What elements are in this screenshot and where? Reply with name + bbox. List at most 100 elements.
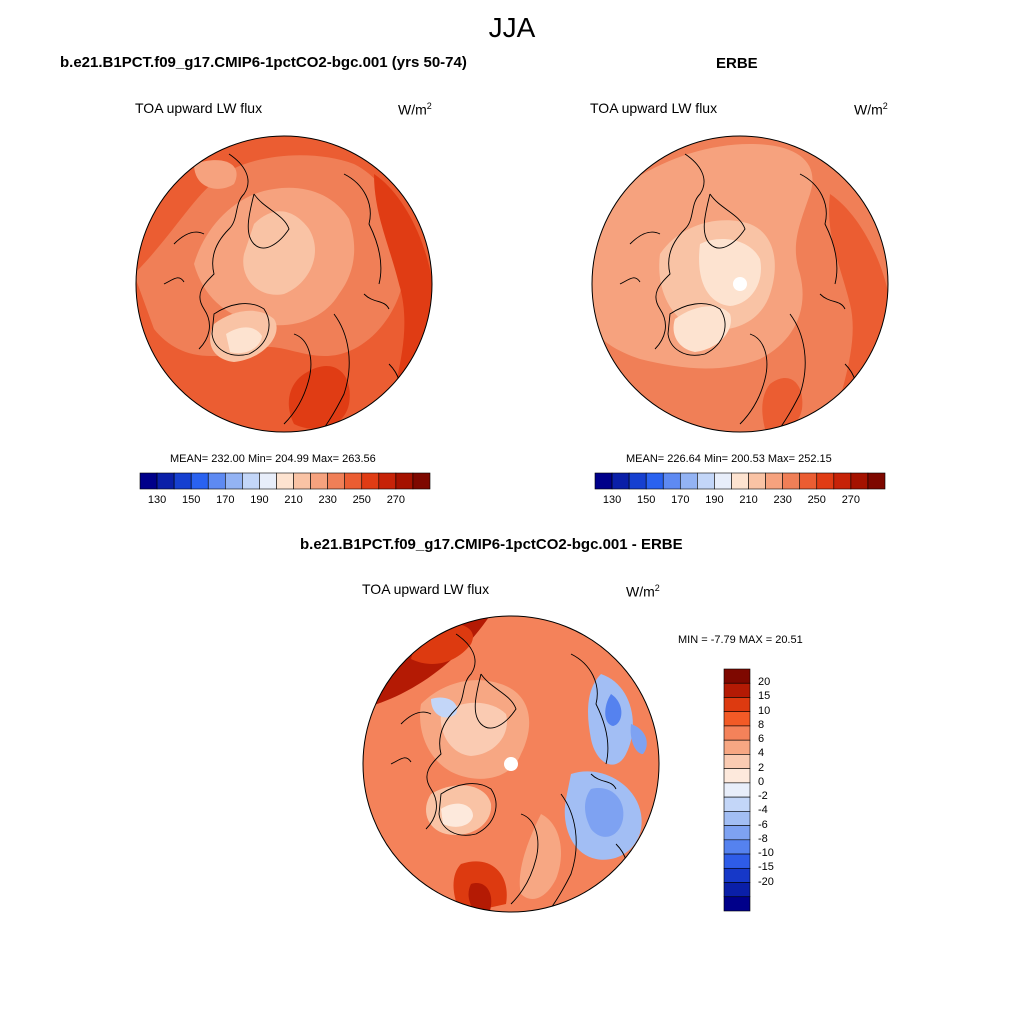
obs-colorbar-labels: 130 150 170 190 210 230 250 270 [595,494,885,508]
obs-colorbar-box [628,472,647,490]
diff-colorbar-box [723,811,751,826]
diff-colorbar-box [723,839,751,855]
diff-colorbar-labels: 20 15 10 8 6 4 2 0 -2 -4 -6 -8 -10 -15 -20 [756,669,796,911]
diff-colorbar-box [723,825,751,841]
obs-colorbar-tick-label: 150 [636,494,656,506]
model-colorbar-box [190,472,209,490]
diff-colorbar-tick-label: 20 [758,676,771,689]
diff-colorbar-tick-label: 15 [758,690,771,703]
diff-colorbar-tick-label: 10 [758,704,771,717]
diff-colorbar-box [723,768,751,784]
diff-colorbar-tick-label: 8 [758,718,765,731]
model-colorbar-box [259,472,277,490]
model-colorbar-tick-label: 190 [250,494,269,506]
obs-polar-map [590,134,890,434]
model-stats: MEAN= 232.00 Min= 204.99 Max= 263.56 [170,453,376,465]
diff-colorbar-box [723,682,751,698]
diff-colorbar-box [723,882,751,898]
obs-colorbar-box [611,472,630,490]
obs-variable-label: TOA upward LW flux [590,100,718,116]
diff-colorbar-tick-label: -6 [758,818,768,831]
model-colorbar-box [327,472,346,490]
obs-colorbar-tick-label: 190 [705,494,724,506]
model-colorbar-box [310,472,328,490]
diff-units-label: W/m2 [626,583,660,600]
model-colorbar-tick-label: 210 [284,494,303,506]
model-colorbar-labels: 130 150 170 190 210 230 250 270 [140,494,430,508]
model-panel-title: b.e21.B1PCT.f09_g17.CMIP6-1pctCO2-bgc.00… [60,54,467,71]
model-colorbar-tick-label: 250 [352,494,371,506]
model-colorbar-box [276,472,294,490]
obs-colorbar-box [714,472,732,490]
diff-colorbar-box [723,668,751,684]
diff-colorbar-tick-label: -2 [758,790,768,803]
obs-colorbar-box [748,472,766,490]
obs-colorbar-box [816,472,835,490]
model-colorbar-box [395,472,414,490]
obs-colorbar-tick-label: 210 [739,494,758,506]
diff-colorbar-box [723,711,751,727]
model-colorbar-tick-label: 270 [386,494,406,506]
obs-colorbar-box [645,472,664,490]
obs-stats: MEAN= 226.64 Min= 200.53 Max= 252.15 [626,453,832,465]
model-units-label: W/m2 [398,101,432,118]
obs-colorbar-tick-label: 170 [671,494,690,506]
diff-colorbar-tick-label: -20 [758,875,774,888]
obs-colorbar-box [782,472,801,490]
obs-units-label: W/m2 [854,101,888,118]
diff-colorbar-tick-label: -10 [758,847,774,860]
model-colorbar-box [139,472,158,490]
obs-colorbar-box [833,472,852,490]
model-colorbar-box [344,472,363,490]
obs-colorbar-tick-label: 130 [602,494,622,506]
diff-colorbar-box [723,739,751,755]
obs-colorbar-box [765,472,783,490]
model-polar-map [134,134,434,434]
diff-colorbar-box [723,725,751,741]
diff-colorbar-tick-label: 6 [758,733,765,746]
obs-colorbar-box [594,472,613,490]
diff-colorbar-box [723,796,751,812]
model-colorbar-box [224,472,243,490]
model-colorbar-box [361,472,380,490]
model-colorbar-box [173,472,192,490]
obs-colorbar [594,472,886,494]
obs-colorbar-box [850,472,869,490]
model-colorbar-box [156,472,175,490]
obs-panel-title: ERBE [716,55,758,72]
model-colorbar [139,472,431,494]
model-colorbar-tick-label: 170 [216,494,235,506]
diff-colorbar [723,668,751,916]
diff-variable-label: TOA upward LW flux [362,581,490,597]
diff-stats: MIN = -7.79 MAX = 20.51 [678,634,803,646]
model-colorbar-tick-label: 130 [147,494,167,506]
model-colorbar-box [378,472,397,490]
obs-colorbar-box [697,472,715,490]
obs-colorbar-tick-label: 270 [841,494,861,506]
model-colorbar-tick-label: 150 [181,494,201,506]
diff-panel-title: b.e21.B1PCT.f09_g17.CMIP6-1pctCO2-bgc.00… [300,536,683,553]
obs-colorbar-tick-label: 250 [807,494,826,506]
diff-colorbar-tick-label: -8 [758,832,768,845]
diff-polar-map [361,614,661,914]
model-colorbar-tick-label: 230 [318,494,337,506]
diff-colorbar-tick-label: -15 [758,861,774,874]
diff-colorbar-box [723,754,751,769]
model-variable-label: TOA upward LW flux [135,100,263,116]
diff-colorbar-box [723,782,751,798]
model-colorbar-box [293,472,311,490]
diff-colorbar-box [723,896,751,912]
diff-colorbar-tick-label: 4 [758,747,765,760]
diff-colorbar-tick-label: 2 [758,761,765,774]
model-colorbar-box [207,472,226,490]
obs-colorbar-box [731,472,749,490]
model-colorbar-box [242,472,260,490]
obs-colorbar-box [799,472,818,490]
obs-colorbar-box [679,472,698,490]
obs-colorbar-box [662,472,681,490]
diff-colorbar-box [723,853,751,869]
diff-colorbar-tick-label: -4 [758,804,768,817]
obs-colorbar-box [867,472,886,490]
diff-colorbar-box [723,867,751,883]
obs-colorbar-tick-label: 230 [773,494,792,506]
